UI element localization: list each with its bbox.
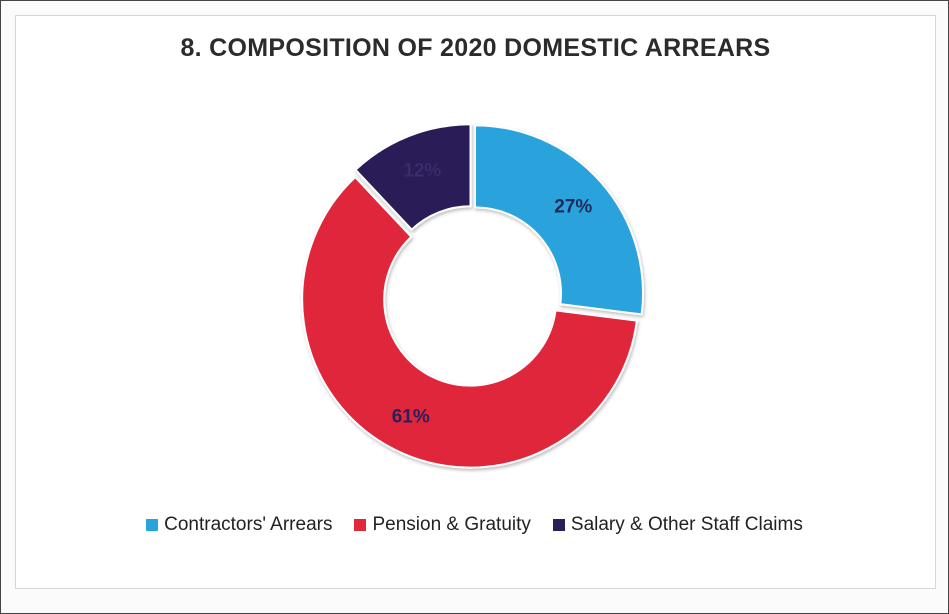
chart-legend: Contractors' Arrears Pension & Gratuity … [0,514,949,536]
legend-swatch-pension-gratuity [354,519,367,531]
donut-slice-labels: 27% 61% 12% [392,160,593,427]
legend-swatch-salary-staff-claims [552,519,565,531]
donut-slice-salary-staff-claims [354,123,472,232]
legend-item-salary-staff-claims: Salary & Other Staff Claims [552,514,803,536]
donut-slice-pension-gratuity [301,175,638,469]
slice-label-salary-staff-claims: 12% [403,160,441,181]
legend-swatch-contractors-arrears [146,519,159,531]
legend-label-pension-gratuity: Pension & Gratuity [372,514,531,535]
chart-area: 8. COMPOSITION OF 2020 DOMESTIC ARREARS [15,15,936,589]
slice-label-pension-gratuity: 61% [392,406,430,427]
legend-label-contractors-arrears: Contractors' Arrears [164,514,333,535]
slice-label-contractors-arrears: 27% [554,197,592,218]
legend-label-salary-staff-claims: Salary & Other Staff Claims [570,514,803,535]
legend-item-pension-gratuity: Pension & Gratuity [354,514,531,536]
legend-item-contractors-arrears: Contractors' Arrears [146,514,332,536]
chart-title: 8. COMPOSITION OF 2020 DOMESTIC ARREARS [180,34,771,62]
donut-slice-contractors-arrears [474,124,644,316]
donut-slices [301,123,644,469]
